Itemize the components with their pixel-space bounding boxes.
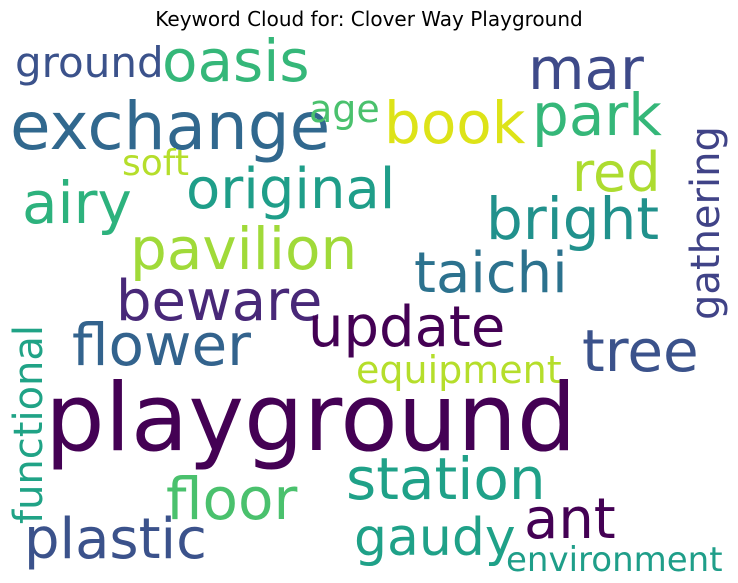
word-pavilion: pavilion: [130, 215, 358, 283]
word-age: age: [309, 87, 380, 131]
word-bright: bright: [486, 185, 660, 253]
word-red: red: [572, 141, 661, 204]
word-gathering: gathering: [683, 126, 729, 320]
word-flower: flower: [72, 311, 251, 379]
word-ant: ant: [524, 487, 616, 552]
word-oasis: oasis: [162, 27, 310, 95]
word-gaudy: gaudy: [354, 508, 516, 568]
word-soft: soft: [122, 143, 189, 184]
word-tree: tree: [582, 317, 699, 385]
word-park: park: [532, 81, 662, 149]
word-floor: floor: [166, 465, 298, 533]
word-station: station: [346, 445, 546, 513]
word-airy: airy: [22, 169, 132, 237]
word-plastic: plastic: [24, 507, 207, 572]
word-book: book: [384, 89, 526, 157]
word-playground: playground: [45, 364, 577, 473]
word-environment: environment: [506, 540, 723, 580]
word-taichi: taichi: [414, 241, 568, 306]
word-exchange: exchange: [10, 88, 331, 165]
word-ground: ground: [15, 38, 164, 87]
word-cloud: ground oasis mar exchange age book park …: [6, 32, 729, 581]
word-mar: mar: [528, 35, 644, 103]
word-beware: beware: [116, 269, 323, 334]
word-original: original: [186, 157, 396, 222]
word-equipment: equipment: [356, 348, 562, 392]
page-title: Keyword Cloud for: Clover Way Playground: [155, 7, 583, 31]
word-functional: functional: [6, 324, 52, 524]
word-update: update: [308, 295, 506, 360]
